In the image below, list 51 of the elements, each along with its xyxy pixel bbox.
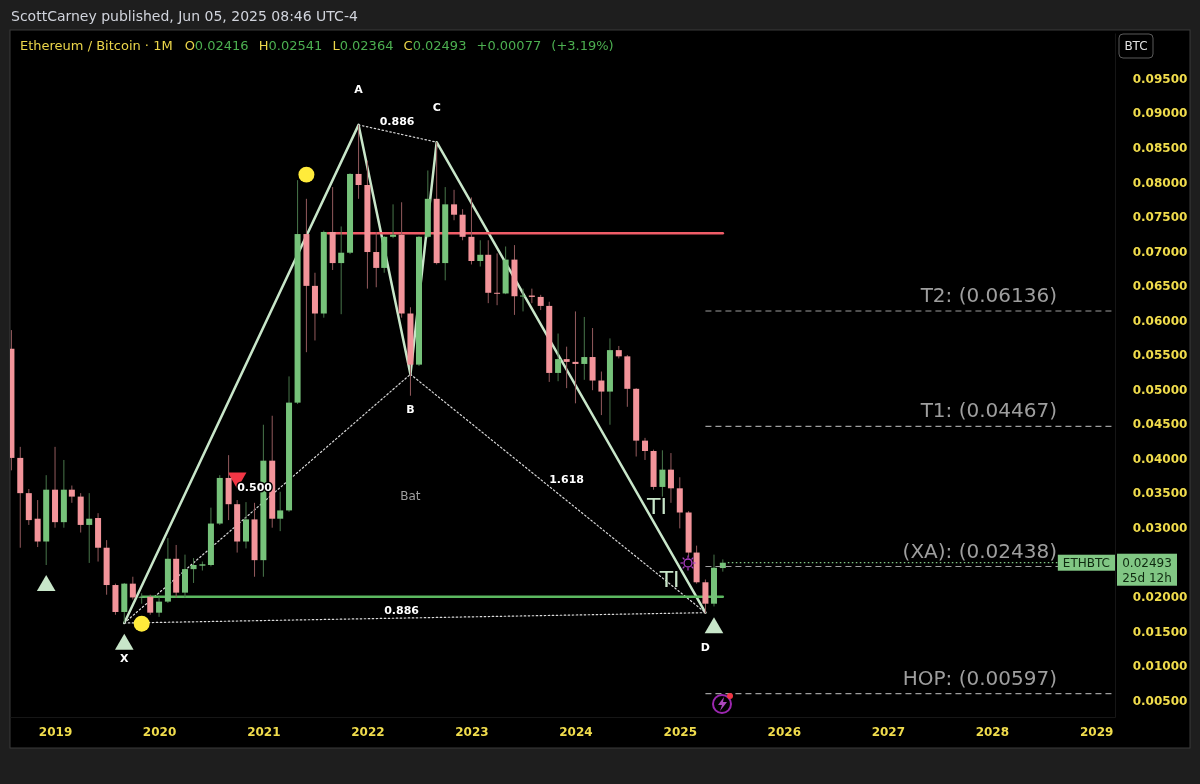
y-tick-label: 0.09500 — [1132, 71, 1188, 86]
x-tick-label: 2023 — [455, 724, 489, 739]
annotation: 0.886 — [379, 115, 415, 129]
y-tick-label: 0.09000 — [1132, 106, 1188, 121]
y-tick-label: 0.08500 — [1132, 141, 1188, 156]
x-tick-label: 2025 — [663, 724, 697, 739]
annotation: TI — [645, 494, 667, 520]
y-tick-label: 0.07500 — [1132, 210, 1188, 225]
y-tick-label: 0.06000 — [1132, 313, 1188, 328]
y-tick-label: 0.01500 — [1132, 624, 1188, 639]
y-tick-label: 0.05500 — [1132, 348, 1188, 363]
text: 0.02493 — [1122, 555, 1172, 570]
x-tick-label: 2028 — [975, 724, 1010, 739]
ref-line-label: (XA): (0.02438) — [902, 538, 1057, 563]
x-tick-label: 2019 — [38, 724, 73, 739]
y-tick-label: 0.03500 — [1132, 486, 1188, 501]
chart-title: Ethereum / Bitcoin · 1M — [20, 38, 173, 53]
y-tick-label: 0.04500 — [1132, 417, 1188, 432]
ref-line-label: T1: (0.04467) — [919, 398, 1057, 423]
annotation: B — [406, 402, 415, 416]
ref-line-label: HOP: (0.00597) — [902, 665, 1057, 690]
annotation: Bat — [400, 489, 421, 504]
text: ScottCarney published, Jun 05, 2025 08:46 UTC-4 — [11, 8, 358, 24]
y-tick-label: 0.07000 — [1132, 244, 1188, 259]
x-tick-label: 2026 — [767, 724, 802, 739]
x-tick-label: 2029 — [1079, 724, 1114, 739]
text: 25d 12h — [1122, 570, 1172, 585]
ref-line-label: T2: (0.06136) — [919, 283, 1057, 308]
annotation: 1.618 — [549, 472, 585, 486]
ref-line-label: ETHBTC — [1062, 555, 1110, 570]
x-tick-label: 2021 — [247, 724, 281, 739]
annotation: C — [432, 100, 441, 114]
y-tick-label: 0.00500 — [1132, 693, 1188, 708]
chart-subtitle: O0.02416 H0.02541 L0.02364 C0.02493 +0.00077 (+3.19%) — [184, 38, 614, 53]
y-tick-label: 0.08000 — [1132, 175, 1188, 190]
x-tick-label: 2024 — [559, 724, 593, 739]
y-tick-label: 0.01000 — [1132, 659, 1188, 674]
y-tick-label: 0.05000 — [1132, 382, 1188, 397]
x-tick-label: 2022 — [351, 724, 385, 739]
y-tick-label: 0.03000 — [1132, 521, 1188, 536]
annotation: D — [700, 641, 710, 655]
annotation: X — [120, 651, 130, 665]
text: BTC — [1124, 39, 1148, 53]
x-tick-label: 2020 — [142, 724, 177, 739]
annotation: TI — [658, 567, 680, 593]
annotation: 0.886 — [384, 603, 420, 617]
y-tick-label: 0.02000 — [1132, 590, 1188, 605]
y-tick-label: 0.04000 — [1132, 451, 1188, 466]
x-tick-label: 2027 — [871, 724, 906, 739]
annotation: A — [354, 83, 364, 97]
y-tick-label: 0.06500 — [1132, 279, 1188, 294]
